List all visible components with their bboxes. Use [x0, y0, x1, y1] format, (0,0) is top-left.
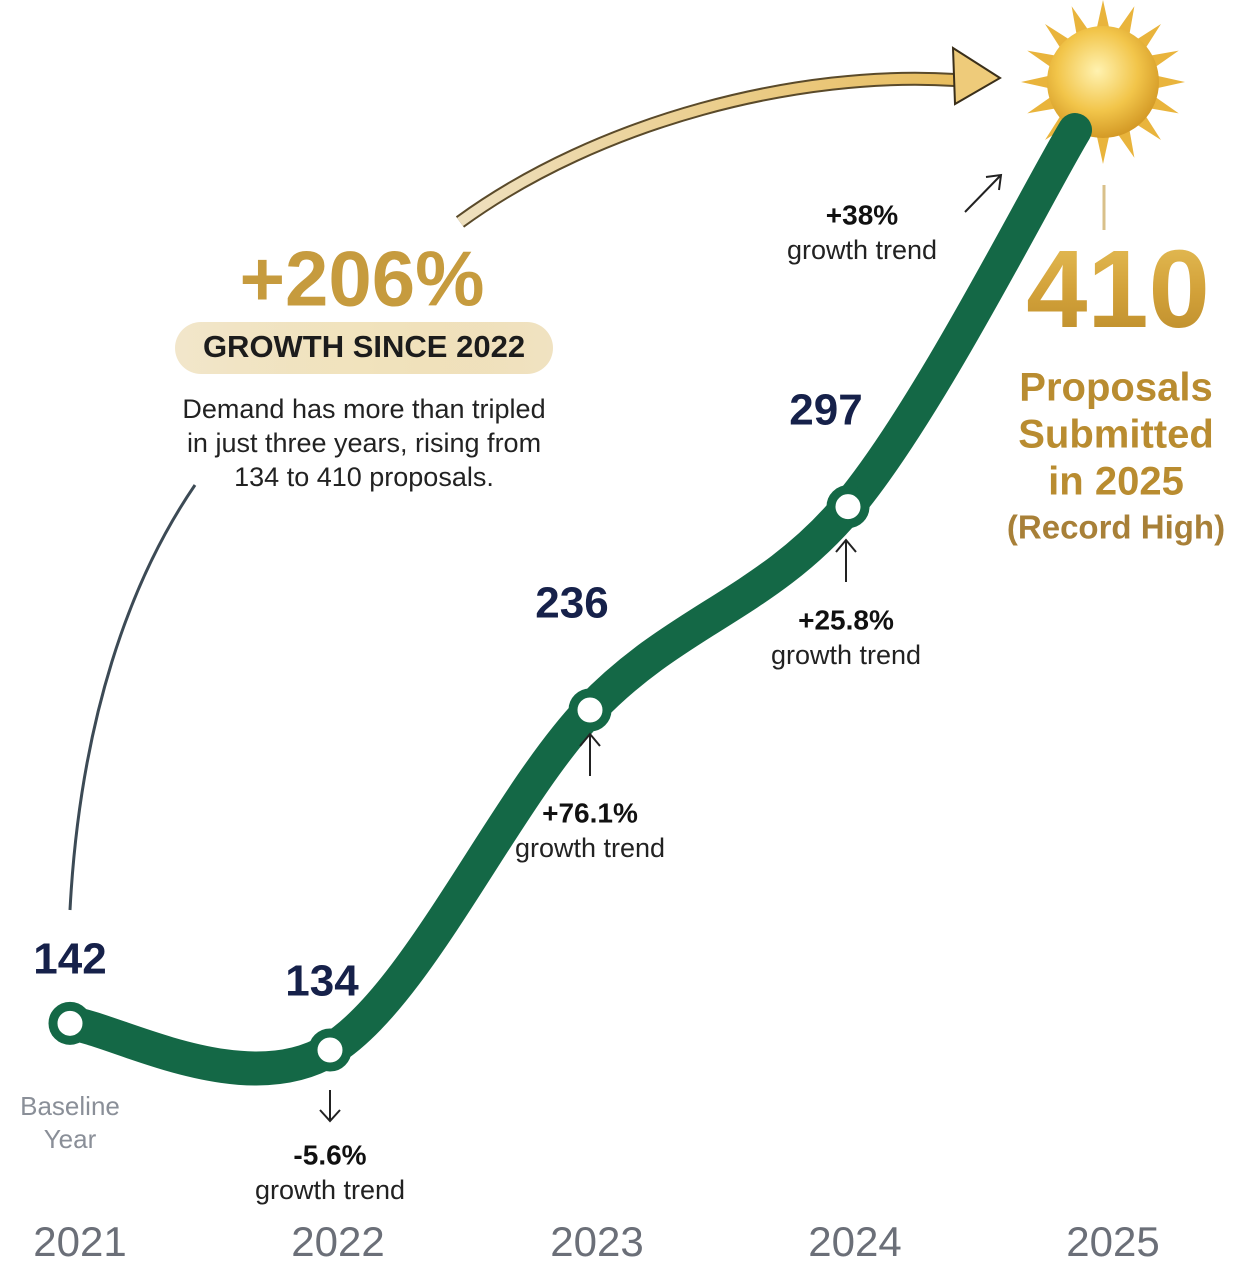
- baseline-note: Year: [44, 1124, 97, 1154]
- description: 134 to 410 proposals.: [234, 462, 494, 492]
- trend-value: +25.8%: [798, 604, 894, 635]
- highlight-note: in 2025: [1048, 460, 1184, 504]
- growth-arrowhead: [951, 46, 1002, 106]
- highlight-value: 410: [1026, 228, 1210, 351]
- trend-arrow: [319, 1090, 341, 1123]
- x-tick-label: 2022: [291, 1218, 384, 1265]
- trend-note: growth trend: [515, 833, 665, 863]
- trend-note: growth trend: [771, 640, 921, 670]
- description: Demand has more than tripled: [182, 394, 545, 424]
- x-tick-label: 2023: [550, 1218, 643, 1265]
- value-label: 297: [789, 386, 862, 435]
- data-point: [826, 485, 870, 529]
- sun: [1021, 0, 1185, 164]
- trend-value: +76.1%: [542, 797, 638, 828]
- trend-arrow: [835, 538, 857, 582]
- highlight-note: Submitted: [1018, 413, 1214, 457]
- trend-value: +38%: [826, 199, 898, 230]
- x-tick-label: 2021: [33, 1218, 126, 1265]
- data-point: [568, 688, 612, 732]
- value-label: 236: [535, 579, 608, 628]
- trend-note: growth trend: [255, 1175, 405, 1205]
- trend-note: growth trend: [787, 235, 937, 265]
- trend-value: -5.6%: [293, 1139, 366, 1170]
- value-label: 142: [33, 935, 106, 984]
- baseline-note: Baseline: [20, 1091, 120, 1121]
- subtitle: GROWTH SINCE 2022: [203, 329, 525, 364]
- connector-line: [68, 484, 197, 911]
- headline: +206%: [239, 235, 484, 323]
- x-tick-label: 2025: [1066, 1218, 1159, 1265]
- x-tick-label: 2024: [808, 1218, 901, 1265]
- sun-ray: [1021, 75, 1052, 89]
- data-point: [48, 1001, 92, 1045]
- sun-ray: [1096, 133, 1110, 164]
- sun-ray: [1154, 75, 1185, 89]
- highlight-note: Proposals: [1019, 366, 1212, 410]
- sun-ray: [1096, 0, 1110, 31]
- trend-arrow: [964, 173, 1003, 213]
- value-label: 134: [285, 957, 359, 1006]
- data-point: [308, 1028, 352, 1072]
- description: in just three years, rising from: [187, 428, 541, 458]
- subtitle-pill: [175, 322, 553, 374]
- trend-arrow: [579, 732, 601, 776]
- growth-arrow: [457, 73, 956, 227]
- highlight-note: (Record High): [1007, 509, 1225, 546]
